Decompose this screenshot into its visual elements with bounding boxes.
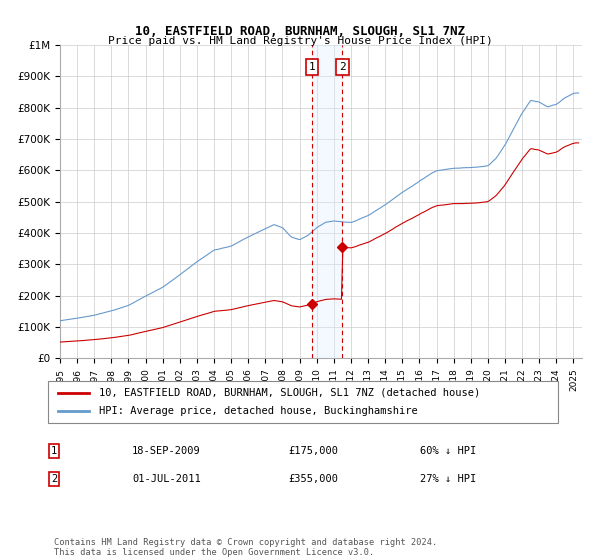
Text: 10, EASTFIELD ROAD, BURNHAM, SLOUGH, SL1 7NZ: 10, EASTFIELD ROAD, BURNHAM, SLOUGH, SL1… [135,25,465,38]
Text: £355,000: £355,000 [288,474,338,484]
Text: £175,000: £175,000 [288,446,338,456]
Text: HPI: Average price, detached house, Buckinghamshire: HPI: Average price, detached house, Buck… [99,406,418,416]
Bar [312,45,343,358]
Text: 27% ↓ HPI: 27% ↓ HPI [420,474,476,484]
Text: Contains HM Land Registry data © Crown copyright and database right 2024.
This d: Contains HM Land Registry data © Crown c… [54,538,437,557]
Text: 18-SEP-2009: 18-SEP-2009 [132,446,201,456]
Text: Price paid vs. HM Land Registry's House Price Index (HPI): Price paid vs. HM Land Registry's House … [107,36,493,46]
Text: 60% ↓ HPI: 60% ↓ HPI [420,446,476,456]
Text: 1: 1 [51,446,57,456]
Text: 10, EASTFIELD ROAD, BURNHAM, SLOUGH, SL1 7NZ (detached house): 10, EASTFIELD ROAD, BURNHAM, SLOUGH, SL1… [99,388,480,398]
Text: 1: 1 [308,62,316,72]
Text: 2: 2 [51,474,57,484]
FancyBboxPatch shape [48,381,558,423]
Text: 01-JUL-2011: 01-JUL-2011 [132,474,201,484]
Text: 2: 2 [339,62,346,72]
